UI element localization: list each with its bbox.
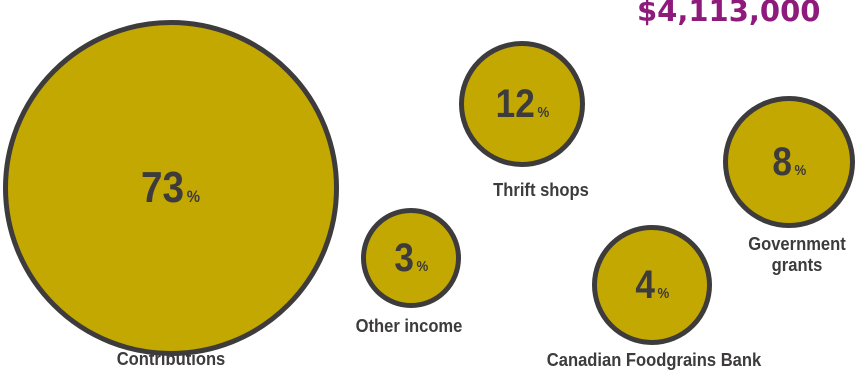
bubble-label-other-income: Other income (355, 316, 463, 336)
bubble-value-other-income: 3% (394, 238, 428, 278)
bubble-government-grants: 8% (723, 96, 855, 228)
bubble-canadian-foodgrains-bank: 4% (592, 225, 712, 345)
bubble-unit-thrift-shops: % (537, 104, 549, 121)
bubble-other-income: 3% (361, 208, 461, 308)
bubble-unit-contributions: % (187, 187, 201, 206)
bubble-label-thrift-shops: Thrift shops (493, 180, 589, 200)
bubble-value-contributions: 73% (141, 166, 200, 210)
bubble-thrift-shops: 12% (459, 41, 585, 167)
bubble-label-contributions: Contributions (116, 349, 226, 369)
bubble-label-canadian-foodgrains-bank: Canadian Foodgrains Bank (546, 350, 762, 370)
bubble-label-government-grants: Government grants (748, 234, 846, 275)
bubble-unit-government-grants: % (794, 162, 806, 179)
total-amount: $4,113,000 (637, 0, 821, 28)
bubble-number-canadian-foodgrains-bank: 4 (635, 263, 655, 307)
bubble-value-government-grants: 8% (772, 142, 806, 182)
bubble-unit-other-income: % (416, 258, 428, 275)
bubble-number-other-income: 3 (394, 236, 414, 280)
bubble-value-thrift-shops: 12% (495, 84, 549, 124)
bubble-number-thrift-shops: 12 (495, 82, 535, 126)
bubble-value-canadian-foodgrains-bank: 4% (635, 265, 669, 305)
bubble-number-government-grants: 8 (772, 140, 792, 184)
bubble-number-contributions: 73 (141, 163, 185, 212)
bubble-contributions: 73% (3, 20, 339, 356)
bubble-unit-canadian-foodgrains-bank: % (657, 285, 669, 302)
